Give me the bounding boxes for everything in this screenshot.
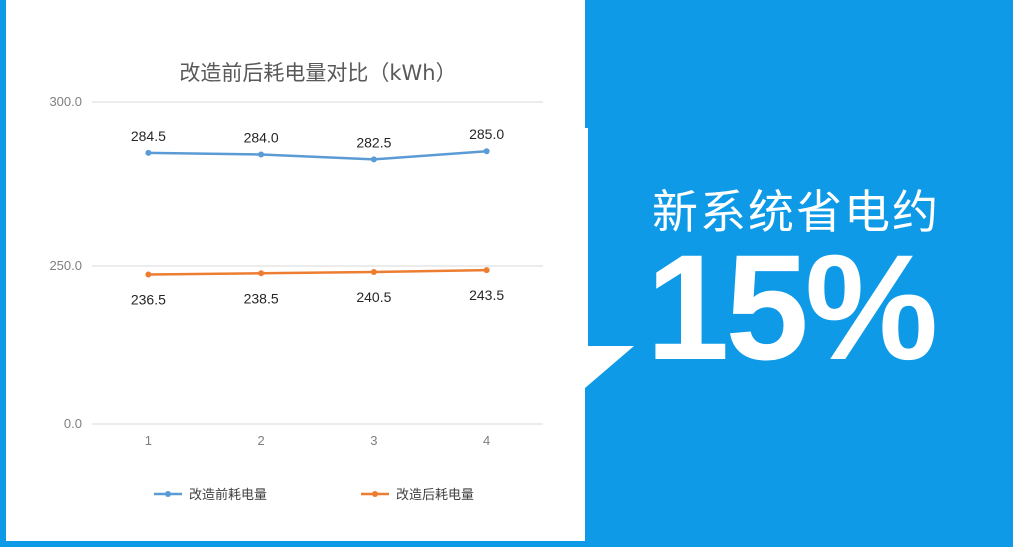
data-label: 243.5 — [469, 287, 504, 303]
y-tick-label: 250.0 — [49, 258, 82, 273]
data-point — [145, 271, 152, 278]
series-line — [148, 268, 487, 276]
down-arrow-icon — [536, 128, 634, 394]
chart-title: 改造前后耗电量对比（kWh） — [179, 61, 456, 85]
promo-headline: 新系统省电约 — [652, 185, 940, 239]
data-label: 236.5 — [131, 292, 166, 308]
x-tick-label: 4 — [483, 433, 490, 448]
data-point — [483, 148, 490, 155]
data-label: 282.5 — [356, 134, 391, 150]
line-chart: 改造前后耗电量对比（kWh） 0.0 250.0 300.0 1 2 3 4 284.5 28… — [49, 61, 543, 503]
series-line — [148, 149, 487, 161]
data-label: 284.0 — [244, 129, 279, 145]
data-point — [370, 269, 377, 276]
data-point — [370, 156, 377, 163]
data-point — [483, 267, 490, 274]
data-point — [258, 151, 265, 158]
legend-label: 改造后耗电量 — [396, 488, 474, 503]
y-tick-label: 300.0 — [49, 94, 82, 109]
data-label: 284.5 — [131, 128, 166, 144]
chart-panel: 改造前后耗电量对比（kWh） 0.0 250.0 300.0 1 2 3 4 284.5 28… — [6, 0, 585, 541]
data-label: 238.5 — [244, 290, 279, 306]
data-point — [145, 149, 152, 156]
legend-label: 改造前耗电量 — [189, 487, 267, 503]
y-tick-label: 0.0 — [64, 416, 82, 431]
data-label: 240.5 — [356, 289, 391, 305]
data-label: 285.0 — [469, 126, 504, 142]
data-point — [258, 270, 265, 277]
legend-marker — [372, 491, 378, 497]
promo-percent: 15% — [646, 223, 938, 391]
x-tick-label: 2 — [258, 433, 265, 448]
x-tick-label: 1 — [145, 433, 152, 448]
x-tick-label: 3 — [370, 433, 377, 448]
legend-marker — [165, 491, 171, 497]
